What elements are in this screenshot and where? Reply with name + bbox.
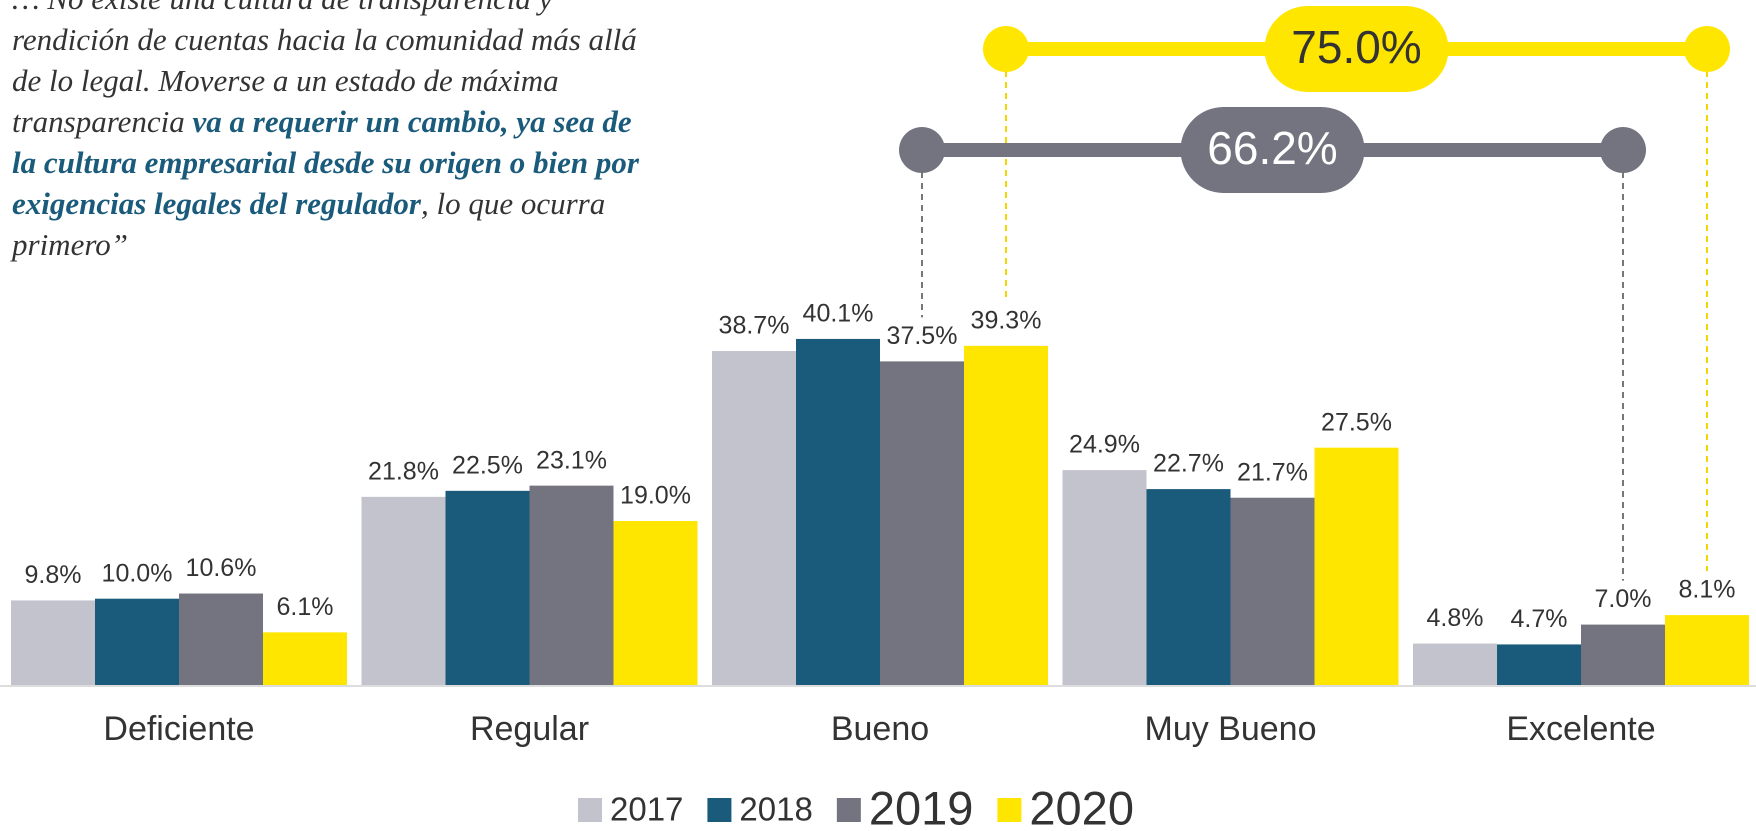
- bar: [11, 600, 95, 685]
- bar: [1146, 489, 1231, 685]
- bar: [1314, 447, 1399, 685]
- value-label: 10.0%: [102, 559, 173, 587]
- legend-label: 2019: [869, 781, 974, 831]
- bracket-end: [983, 26, 1029, 72]
- value-label: 10.6%: [186, 554, 257, 582]
- legend-swatch: [707, 798, 732, 822]
- bar: [95, 598, 179, 685]
- x-tick-label: Regular: [470, 710, 589, 748]
- value-label: 19.0%: [620, 482, 691, 510]
- value-label: 23.1%: [536, 446, 607, 474]
- bracket-pill: [1264, 6, 1449, 92]
- bar: [964, 345, 1048, 685]
- bracket-label: 75.0%: [1291, 21, 1421, 73]
- bar: [1062, 470, 1147, 685]
- legend-swatch: [578, 798, 602, 822]
- value-label: 22.7%: [1153, 450, 1224, 478]
- value-label: 9.8%: [25, 561, 82, 589]
- bar: [880, 361, 964, 685]
- value-label: 22.5%: [452, 451, 523, 479]
- bar: [263, 632, 347, 685]
- quote-segment: , lo que ocurra primero”: [12, 186, 606, 262]
- bracket-end: [1600, 127, 1646, 173]
- bracket-pill: [1180, 107, 1365, 193]
- value-label: 40.1%: [803, 300, 874, 328]
- x-tick-label: Muy Bueno: [1145, 710, 1317, 748]
- value-label: 21.7%: [1237, 458, 1308, 486]
- value-label: 4.8%: [1427, 604, 1484, 632]
- bar: [179, 593, 263, 685]
- value-label: 27.5%: [1321, 408, 1392, 436]
- legend-label: 2018: [739, 791, 812, 828]
- bar: [796, 338, 880, 685]
- value-label: 39.3%: [971, 306, 1042, 334]
- quote-segment: … No existe una cultura de transparencia…: [12, 0, 637, 139]
- quote: … No existe una cultura de transparencia…: [12, 0, 662, 265]
- x-tick-label: Deficiente: [103, 710, 254, 748]
- bar: [712, 351, 796, 685]
- value-label: 6.1%: [277, 593, 334, 621]
- value-label: 7.0%: [1595, 585, 1652, 613]
- bar: [1581, 624, 1665, 685]
- bar: [1413, 643, 1497, 685]
- value-label: 37.5%: [887, 322, 958, 350]
- quote-segment: va a requerir un cambio, ya sea de la cu…: [12, 104, 639, 221]
- value-label: 21.8%: [368, 457, 439, 485]
- legend-swatch: [997, 798, 1022, 822]
- bracket-end: [1684, 26, 1730, 72]
- bar: [613, 521, 698, 685]
- bar: [1665, 615, 1749, 685]
- value-label: 38.7%: [719, 312, 790, 340]
- bar: [1230, 497, 1315, 685]
- x-tick-label: Excelente: [1506, 710, 1655, 748]
- bracket-label: 66.2%: [1207, 122, 1337, 174]
- value-label: 4.7%: [1511, 605, 1568, 633]
- bracket-end: [899, 127, 945, 173]
- bar: [361, 496, 446, 685]
- value-label: 24.9%: [1069, 431, 1140, 459]
- x-tick-label: Bueno: [831, 710, 929, 748]
- bar: [1497, 644, 1581, 685]
- bar: [529, 485, 614, 685]
- legend-swatch: [836, 798, 861, 822]
- legend-label: 2020: [1029, 781, 1134, 831]
- bar: [445, 490, 530, 685]
- legend-label: 2017: [610, 791, 683, 828]
- value-label: 8.1%: [1679, 576, 1736, 604]
